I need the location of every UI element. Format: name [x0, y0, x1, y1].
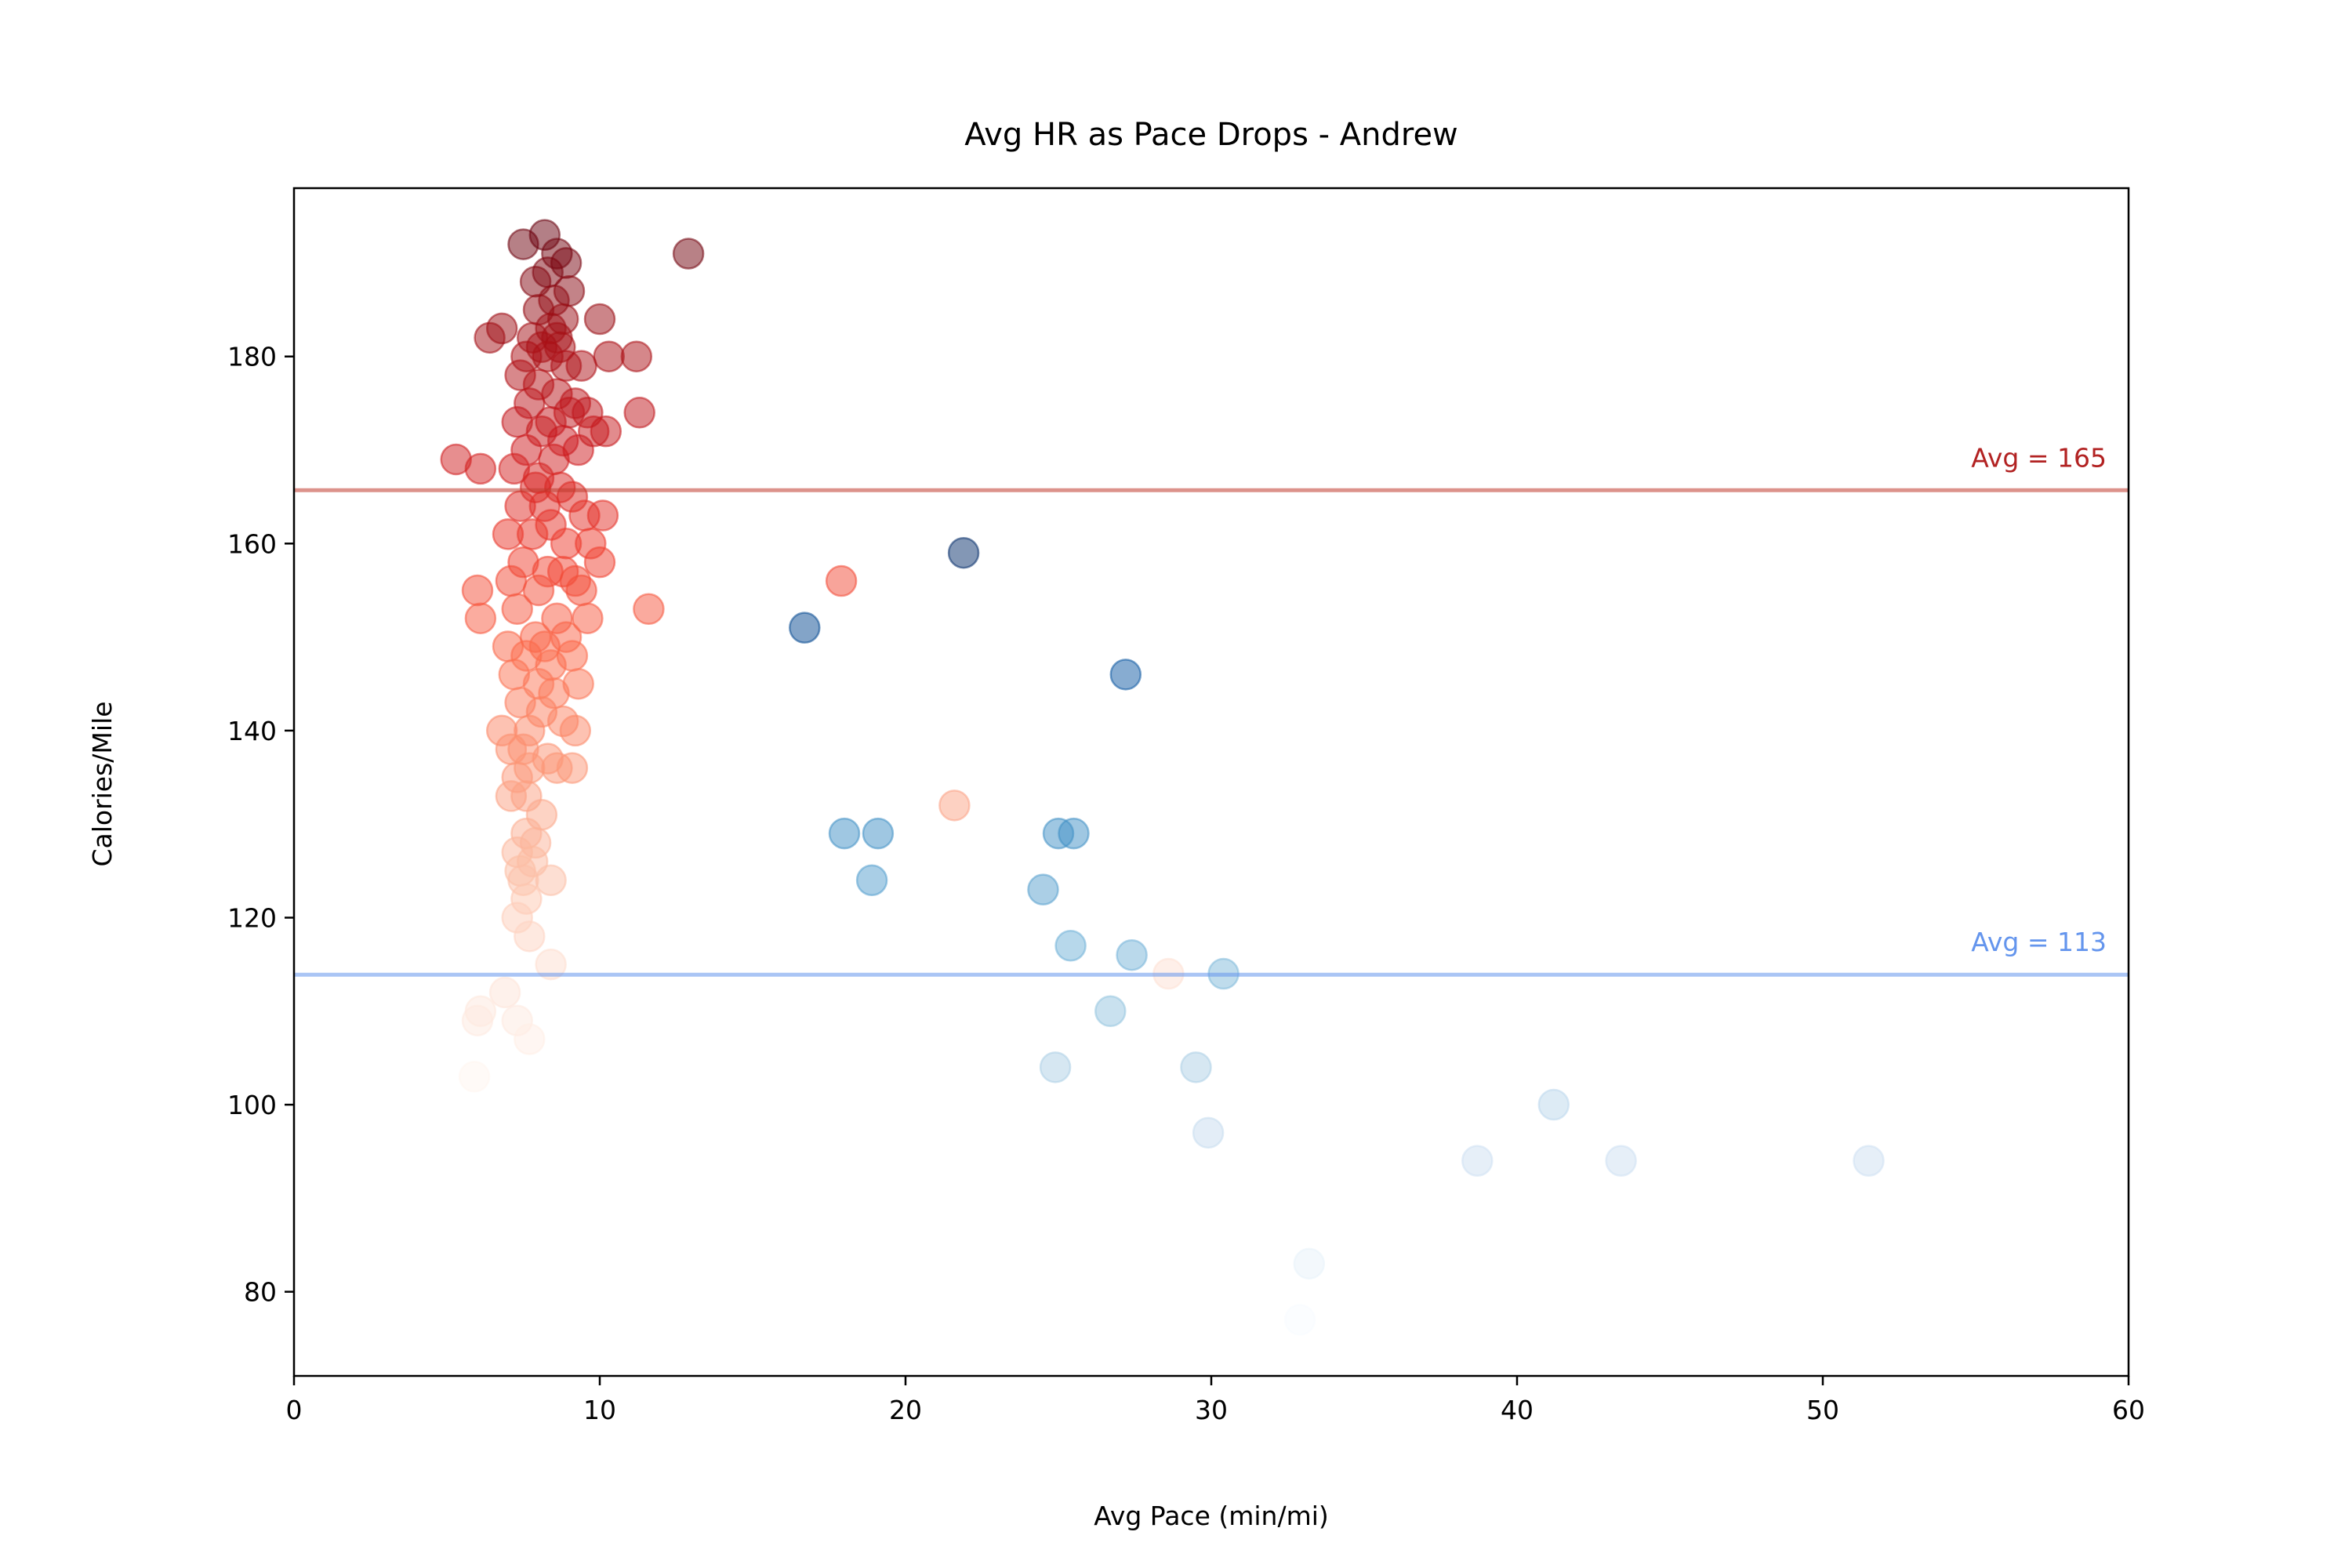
walk-data-point [1853, 1145, 1885, 1177]
walk-data-point [1537, 1088, 1570, 1121]
walk-data-point [1058, 817, 1090, 850]
run-data-point [577, 415, 610, 448]
run-data-point [556, 640, 589, 672]
x-tick-label: 50 [1806, 1395, 1839, 1425]
run-data-point [461, 1004, 494, 1036]
plot-frame [292, 187, 2130, 1377]
chart-title: Avg HR as Pace Drops - Andrew [964, 117, 1458, 153]
walk-data-point [1293, 1247, 1326, 1280]
run-data-point [514, 920, 546, 953]
run-data-point [620, 340, 653, 372]
walk-data-point [1461, 1145, 1494, 1177]
walk-data-point [1605, 1145, 1637, 1177]
x-axis-label: Avg Pace (min/mi) [1094, 1501, 1329, 1531]
run-data-point [672, 238, 705, 270]
y-tick-label: 180 [227, 342, 277, 372]
run-data-point [514, 1023, 546, 1055]
x-tick-label: 40 [1501, 1395, 1534, 1425]
x-tick-label: 60 [2112, 1395, 2145, 1425]
walk-data-point [1283, 1304, 1316, 1336]
run-data-point [464, 602, 497, 634]
run-data-point [495, 564, 528, 597]
walk-data-point [1094, 995, 1127, 1028]
run-data-point [583, 546, 616, 579]
run-data-point [516, 518, 549, 550]
reference-lines: Avg = 165 Avg = 113 [294, 442, 2129, 977]
axes: 0 10 20 30 40 50 60 80 100 120 140 160 180 [227, 342, 2145, 1425]
run-data-point [583, 303, 616, 336]
y-tick-label: 120 [227, 902, 277, 933]
walk-data-point [1116, 938, 1148, 971]
run-data-point [464, 452, 497, 485]
run-data-point [501, 593, 533, 626]
run-data-point [535, 948, 567, 981]
run-data-point [488, 976, 521, 1009]
run-data-point [514, 752, 546, 784]
walk-data-point [855, 864, 888, 897]
run-average-label: Avg = 165 [1971, 442, 2107, 473]
run-data-point [541, 752, 573, 784]
x-tick-label: 20 [889, 1395, 922, 1425]
walk-data-point [862, 817, 895, 850]
x-tick-label: 0 [286, 1395, 303, 1425]
run-data-point [522, 574, 555, 607]
run-data-point [461, 574, 494, 607]
run-data-point [586, 499, 619, 532]
run-data-point [504, 490, 536, 522]
run-data-point [623, 397, 655, 429]
y-tick-label: 80 [244, 1277, 277, 1308]
walk-data-point [828, 817, 861, 850]
walk-data-point [1054, 930, 1087, 962]
run-data-point [565, 350, 597, 382]
walk-average-label: Avg = 113 [1971, 927, 2107, 957]
x-tick-label: 30 [1195, 1395, 1228, 1425]
walk-data-point [1039, 1051, 1072, 1083]
run-data-point [572, 602, 604, 634]
run-data-point [535, 864, 567, 897]
y-tick-label: 140 [227, 716, 277, 746]
walk-data-point [1109, 659, 1142, 691]
run-data-point [938, 789, 971, 822]
run-data-point [593, 340, 625, 372]
run-data-point [633, 593, 665, 626]
walk-data-point [1027, 873, 1059, 906]
walk-data-point [947, 536, 980, 569]
y-tick-label: 100 [227, 1090, 277, 1120]
run-data-point [458, 1061, 491, 1093]
run-data-point [565, 574, 597, 607]
run-data-point [825, 564, 858, 597]
run-data-point [562, 667, 594, 700]
y-tick-label: 160 [227, 528, 277, 559]
walk-data-point [1192, 1116, 1225, 1149]
data-points [440, 219, 1885, 1336]
walk-data-point [1180, 1051, 1212, 1083]
walk-data-point [789, 612, 821, 644]
run-data-point [507, 228, 539, 260]
run-data-point [485, 312, 518, 345]
x-tick-label: 10 [583, 1395, 616, 1425]
y-axis-label: Calories/Mile [87, 701, 118, 866]
run-data-point [559, 714, 592, 747]
